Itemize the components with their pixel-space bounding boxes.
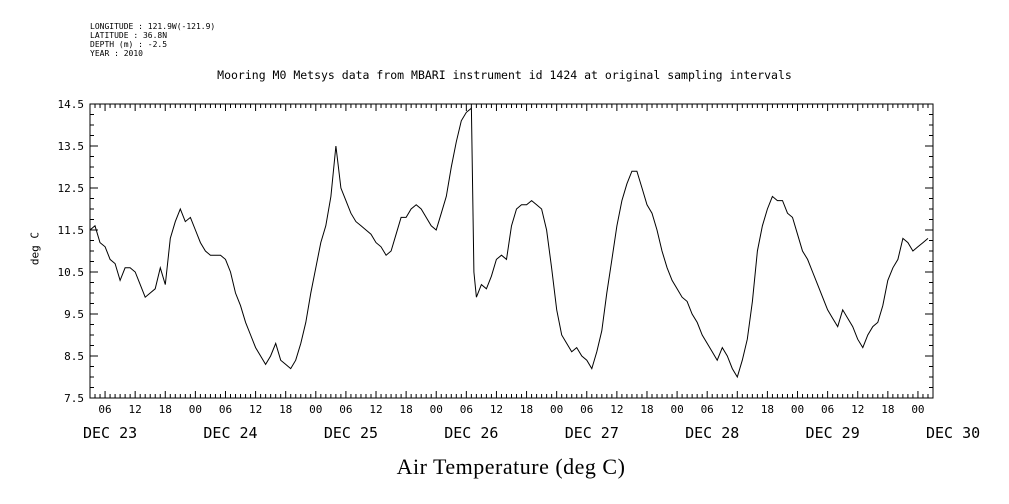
x-hour-label: 06 [580, 403, 593, 416]
x-hour-label: 12 [851, 403, 864, 416]
y-tick-label: 9.5 [64, 308, 84, 321]
x-day-label: DEC 23 [83, 424, 137, 442]
x-hour-label: 00 [309, 403, 322, 416]
x-hour-label: 18 [761, 403, 774, 416]
x-hour-label: 06 [821, 403, 834, 416]
x-hour-label: 00 [911, 403, 924, 416]
y-tick-label: 11.5 [58, 224, 85, 237]
air-temperature-line [89, 107, 929, 379]
x-day-label: DEC 25 [324, 424, 378, 442]
plot-frame [89, 103, 934, 399]
longitude-label: LONGITUDE : 121.9W(-121.9) [90, 22, 216, 31]
x-hour-label: 12 [129, 403, 142, 416]
y-tick-label: 10.5 [58, 266, 85, 279]
depth-label: DEPTH (m) : -2.5 [90, 40, 168, 49]
x-hour-label: 18 [640, 403, 653, 416]
x-day-label: DEC 29 [806, 424, 860, 442]
y-tick-label: 14.5 [58, 98, 85, 111]
x-hour-label: 06 [219, 403, 232, 416]
x-hour-label: 00 [430, 403, 443, 416]
x-day-label: DEC 30 [926, 424, 980, 442]
x-hour-label: 12 [610, 403, 623, 416]
x-hour-label: 18 [881, 403, 894, 416]
x-hour-label: 00 [791, 403, 804, 416]
y-tick-label: 7.5 [64, 392, 84, 405]
x-hour-label: 18 [400, 403, 413, 416]
plot-area: 7.5 8.5 9.5 10.5 11.5 12.5 13.5 14.5 06 12 18 00 06… [58, 98, 981, 442]
x-hour-label: 12 [490, 403, 503, 416]
x-axis-label: Air Temperature (deg C) [396, 454, 626, 479]
x-hour-label: 18 [159, 403, 172, 416]
x-hour-label: 12 [731, 403, 744, 416]
x-hour-label: 06 [701, 403, 714, 416]
x-hour-label: 00 [189, 403, 202, 416]
y-tick-label: 13.5 [58, 140, 85, 153]
x-hour-label: 18 [279, 403, 292, 416]
latitude-label: LATITUDE : 36.8N [90, 31, 168, 40]
y-tick-label: 8.5 [64, 350, 84, 363]
x-day-label: DEC 28 [685, 424, 739, 442]
chart-title: Mooring M0 Metsys data from MBARI instru… [217, 68, 792, 82]
x-hour-label: 18 [520, 403, 533, 416]
x-hour-label: 12 [249, 403, 262, 416]
x-day-label: DEC 26 [444, 424, 498, 442]
x-hour-label: 12 [369, 403, 382, 416]
x-hour-label: 06 [98, 403, 111, 416]
x-hour-label: 00 [670, 403, 683, 416]
x-hour-label: 06 [339, 403, 352, 416]
x-day-label: DEC 27 [565, 424, 619, 442]
x-day-label: DEC 24 [203, 424, 257, 442]
x-hour-label: 00 [550, 403, 563, 416]
y-tick-label: 12.5 [58, 182, 85, 195]
x-hour-label: 06 [460, 403, 473, 416]
year-label: YEAR : 2010 [90, 49, 143, 58]
